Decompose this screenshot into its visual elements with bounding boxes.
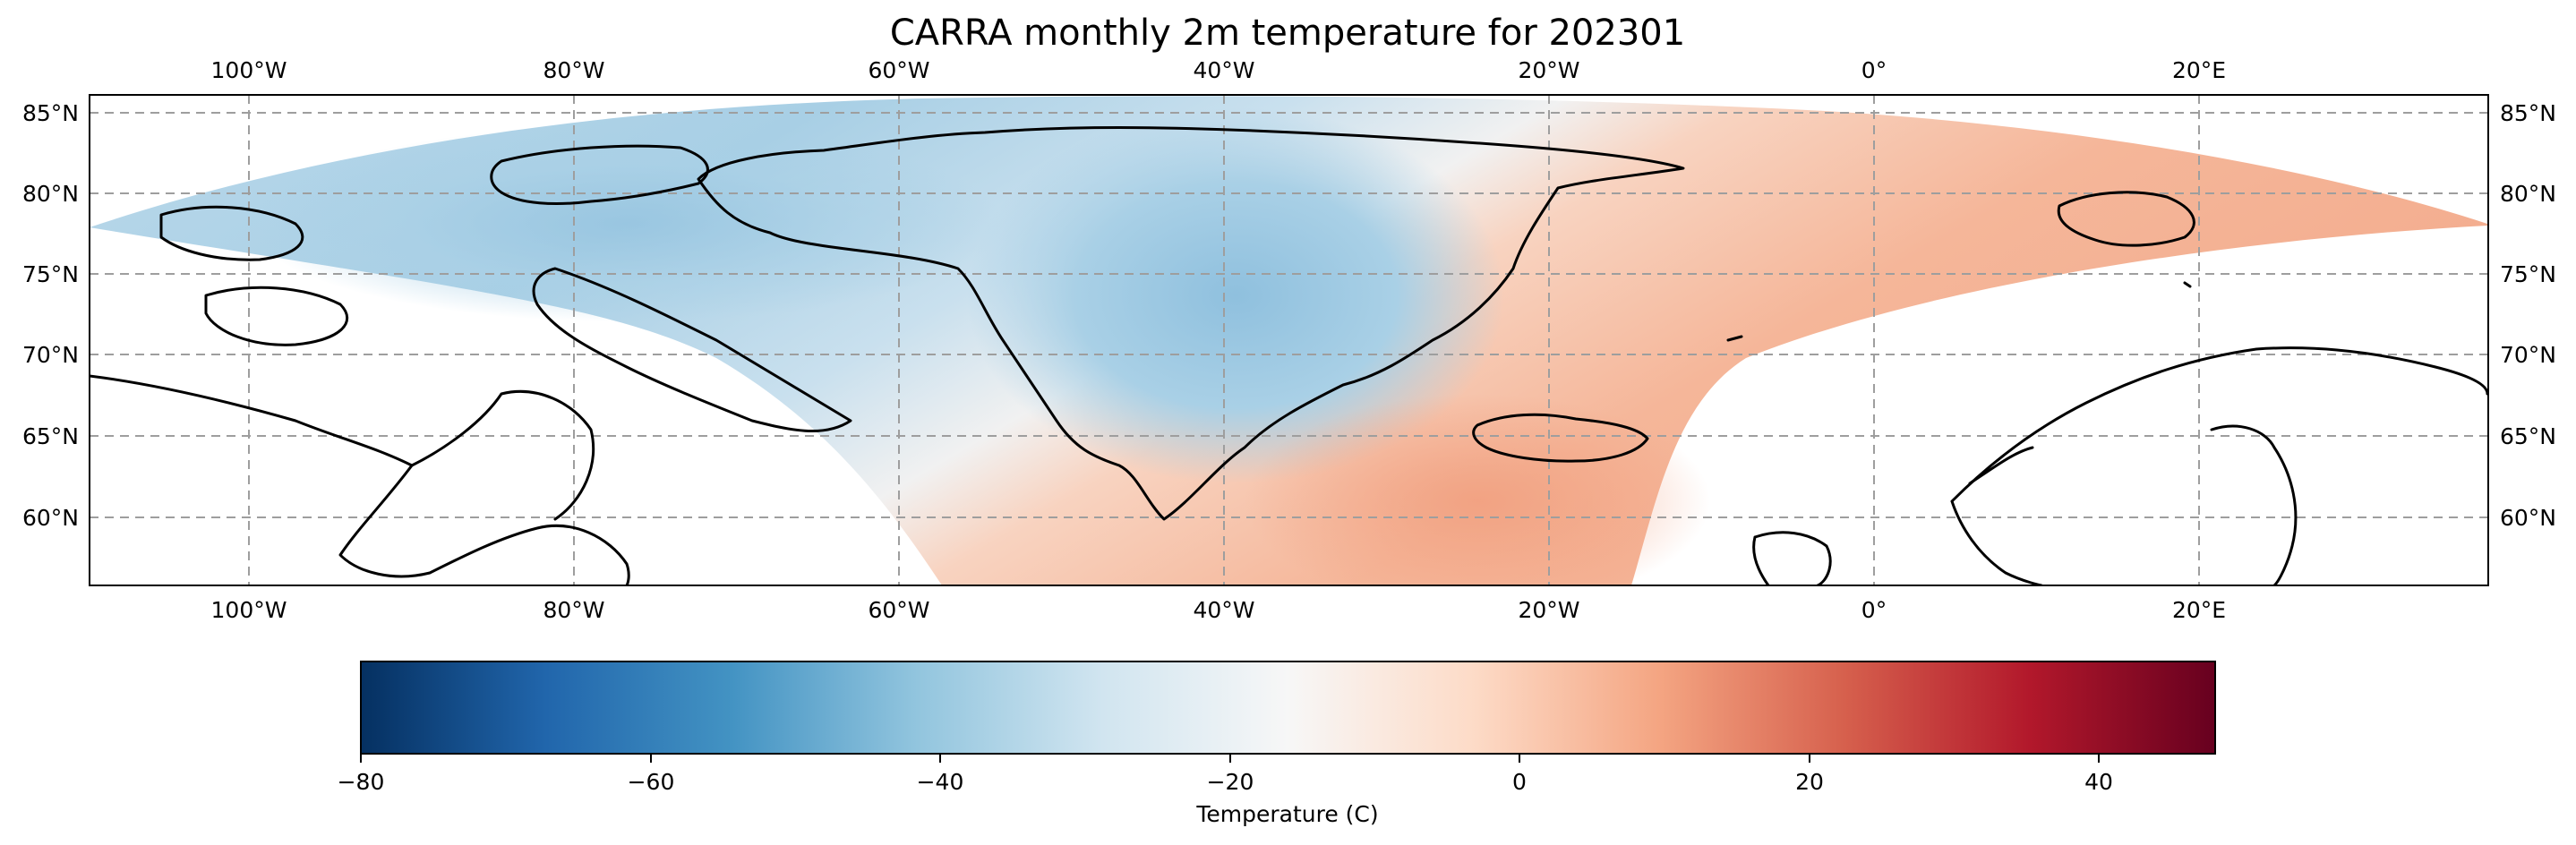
- lat-label: 60°N: [2500, 505, 2556, 531]
- canada-mainland-coastline: [90, 374, 630, 585]
- chart-title: CARRA monthly 2m temperature for 202301: [890, 13, 1685, 54]
- svalbard-coastline: [2057, 191, 2195, 247]
- lon-label: 100°W: [211, 597, 287, 623]
- lon-label: 80°W: [543, 57, 604, 83]
- colorbar-tick-label: −20: [1207, 769, 1254, 795]
- colorbar-tick-label: −80: [338, 769, 385, 795]
- colorbar-label: Temperature (C): [1195, 801, 1378, 827]
- scandinavia-coastline: [1950, 346, 2488, 585]
- lon-label: 80°W: [543, 597, 604, 623]
- iceland-coastline: [1472, 413, 1649, 463]
- lon-label: 20°E: [2172, 597, 2226, 623]
- colorbar-tick-label: 20: [1795, 769, 1824, 795]
- lat-label: 65°N: [2500, 423, 2556, 449]
- lon-label: 60°W: [868, 597, 929, 623]
- bear-island-coastline: [2183, 281, 2192, 288]
- lat-label: 75°N: [2500, 261, 2556, 287]
- colorbar-tick-label: −40: [917, 769, 964, 795]
- lon-label: 20°E: [2172, 57, 2226, 83]
- lon-label: 40°W: [1193, 597, 1254, 623]
- lon-label: 60°W: [868, 57, 929, 83]
- victoria-island-coastline: [204, 286, 349, 346]
- lat-label: 70°N: [22, 342, 79, 368]
- lon-label: 20°W: [1518, 57, 1579, 83]
- greenland-coastline: [697, 126, 1685, 521]
- colorbar-gradient-bar: [360, 661, 2216, 755]
- lat-label: 75°N: [22, 261, 79, 287]
- colorbar-tick-labels: −80 −60 −40 −20 0 20 40: [338, 769, 2113, 795]
- lat-gridlines: [90, 112, 2487, 518]
- ellesmere-island-coastline: [490, 144, 709, 205]
- lon-label: 100°W: [211, 57, 287, 83]
- lon-labels-bottom: 100°W 80°W 60°W 40°W 20°W 0° 20°E: [211, 597, 2227, 623]
- lat-label: 60°N: [22, 505, 79, 531]
- lon-labels-top: 100°W 80°W 60°W 40°W 20°W 0° 20°E: [211, 57, 2227, 83]
- colorbar-tick-label: −60: [628, 769, 675, 795]
- arctic-islands-coastline: [159, 205, 304, 261]
- ice-sheet-cold-region: [967, 107, 1504, 483]
- lon-gridlines: [248, 95, 2200, 585]
- colorbar-tick-label: 0: [1512, 769, 1527, 795]
- colorbar-tick-label: 40: [2084, 769, 2113, 795]
- lat-labels-right: 85°N 80°N 75°N 70°N 65°N 60°N: [2500, 100, 2556, 531]
- lat-label: 80°N: [2500, 181, 2556, 207]
- map-area: [90, 95, 2488, 585]
- lat-label: 70°N: [2500, 342, 2556, 368]
- lat-label: 65°N: [22, 423, 79, 449]
- lat-labels-left: 85°N 80°N 75°N 70°N 65°N 60°N: [22, 100, 79, 531]
- baffin-island-coastline: [532, 267, 852, 432]
- british-isles-coastline: [1752, 531, 1832, 585]
- colorbar: −80 −60 −40 −20 0 20 40 Temperature (C): [338, 661, 2216, 827]
- lon-label: 40°W: [1193, 57, 1254, 83]
- colorbar-ticks: [360, 754, 2100, 763]
- hudson-bay-coastline: [410, 389, 595, 521]
- map-frame: [89, 94, 2489, 586]
- lat-label: 80°N: [22, 181, 79, 207]
- lon-label: 0°: [1861, 57, 1887, 83]
- jan-mayen-coastline: [1726, 335, 1743, 342]
- lat-label: 85°N: [22, 100, 79, 126]
- norway-coastline: [1968, 446, 2034, 485]
- coastlines: [90, 126, 2488, 585]
- lon-label: 0°: [1861, 597, 1887, 623]
- lon-label: 20°W: [1518, 597, 1579, 623]
- atlantic-warm-region: [1245, 394, 1710, 585]
- arctic-cold-region: [251, 125, 1003, 322]
- lat-label: 85°N: [2500, 100, 2556, 126]
